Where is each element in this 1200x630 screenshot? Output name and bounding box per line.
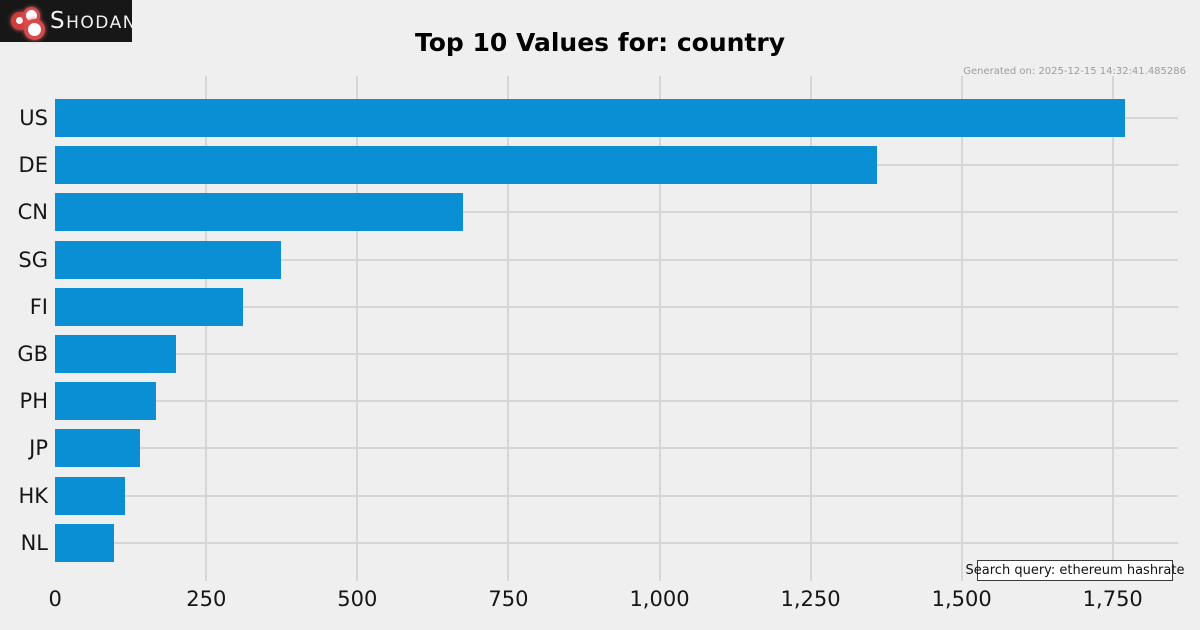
bar-de bbox=[55, 146, 878, 185]
bar-us bbox=[55, 99, 1125, 137]
y-axis-label: JP bbox=[29, 436, 48, 461]
y-gridline bbox=[55, 541, 1178, 544]
bar-ph bbox=[55, 382, 157, 421]
bar-fi bbox=[55, 287, 243, 326]
y-axis-label: HK bbox=[18, 483, 48, 508]
y-axis-label: US bbox=[19, 106, 48, 130]
x-gridline bbox=[1111, 76, 1114, 581]
y-axis-label: FI bbox=[29, 294, 48, 319]
y-axis-label: NL bbox=[20, 530, 48, 555]
x-gridline bbox=[507, 76, 510, 581]
bar-jp bbox=[55, 429, 141, 468]
x-tick-label: 1,750 bbox=[1082, 587, 1143, 611]
x-tick-label: 0 bbox=[48, 587, 62, 611]
y-gridline bbox=[55, 400, 1178, 403]
bar-hk bbox=[55, 476, 126, 515]
y-axis-label: SG bbox=[18, 247, 48, 272]
x-tick-label: 750 bbox=[488, 587, 529, 611]
x-gridline bbox=[356, 76, 359, 581]
bar-cn bbox=[55, 193, 464, 232]
y-axis-label: GB bbox=[17, 342, 48, 366]
y-gridline bbox=[55, 447, 1178, 450]
generated-timestamp: Generated on: 2025-12-15 14:32:41.485286 bbox=[963, 66, 1186, 77]
y-axis-label: CN bbox=[17, 200, 48, 225]
x-tick-label: 1,000 bbox=[629, 587, 690, 611]
y-gridline bbox=[55, 494, 1178, 497]
x-gridline bbox=[658, 76, 661, 581]
bar-nl bbox=[55, 523, 114, 562]
shodan-logo[interactable]: SHODAN bbox=[0, 0, 135, 42]
x-tick-label: 1,500 bbox=[931, 587, 992, 611]
y-gridline bbox=[55, 258, 1178, 261]
x-tick-label: 1,250 bbox=[780, 587, 841, 611]
chart-title: Top 10 Values for: country bbox=[414, 28, 785, 57]
y-axis-label: DE bbox=[18, 153, 48, 178]
shodan-logo-icon bbox=[0, 1, 48, 41]
y-gridline bbox=[55, 353, 1178, 355]
logo-circle-icon bbox=[24, 19, 45, 40]
shodan-wordmark: SHODAN bbox=[50, 7, 137, 34]
shodan-wordmark-rest: HODAN bbox=[66, 12, 137, 33]
shodan-wordmark-initial: S bbox=[50, 7, 67, 34]
x-gridline bbox=[809, 76, 812, 581]
bar-sg bbox=[55, 240, 282, 279]
y-gridline bbox=[55, 211, 1178, 214]
x-tick-label: 500 bbox=[337, 587, 378, 611]
x-tick-label: 250 bbox=[186, 587, 227, 611]
bar-gb bbox=[55, 335, 177, 373]
x-gridline bbox=[960, 76, 963, 581]
search-query-label: Search query: ethereum hashrate bbox=[966, 560, 1184, 581]
y-axis-label: PH bbox=[19, 389, 48, 414]
y-gridline bbox=[55, 305, 1178, 308]
x-gridline bbox=[205, 76, 208, 581]
